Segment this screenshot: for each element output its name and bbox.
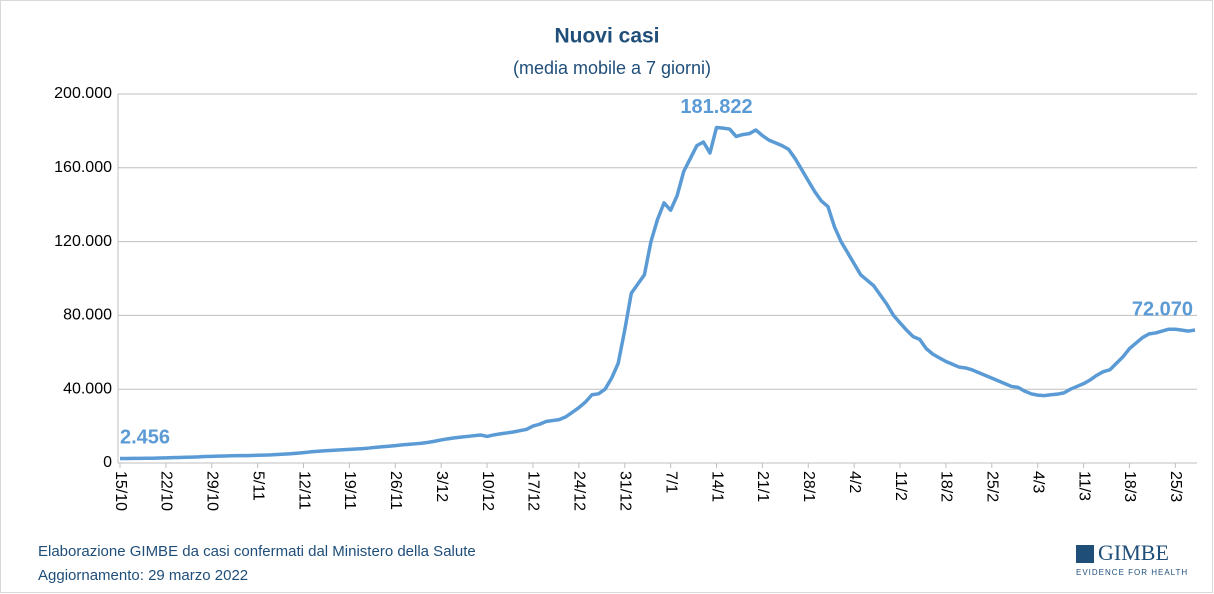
footer-update: Aggiornamento: 29 marzo 2022 (38, 567, 248, 584)
x-tick-label: 7/1 (662, 471, 679, 493)
x-tick-label: 11/2 (892, 471, 909, 501)
y-tick-label: 40.000 (63, 380, 112, 397)
y-tick-label: 200.000 (54, 85, 112, 102)
footer-source: Elaborazione GIMBE da casi confermati da… (38, 543, 476, 560)
data-label: 72.070 (1132, 298, 1193, 320)
x-tick-label: 5/11 (249, 471, 266, 501)
x-tick-label: 15/10 (112, 471, 129, 511)
x-tick-label: 14/1 (708, 471, 725, 502)
y-tick-label: 120.000 (54, 233, 112, 250)
series-line (119, 125, 1196, 461)
x-tick-label: 11/3 (1075, 471, 1092, 501)
logo-name: GIMBE (1098, 540, 1169, 565)
x-tick-label: 26/11 (387, 471, 404, 510)
x-tick-label: 25/2 (984, 471, 1001, 502)
x-tick-label: 19/11 (341, 471, 358, 510)
x-tick-label: 22/10 (158, 471, 175, 511)
x-tick-label: 17/12 (525, 471, 542, 511)
x-tick-label: 4/3 (1029, 471, 1046, 493)
logo-icon (1076, 545, 1094, 563)
data-label: 2.456 (120, 427, 170, 449)
x-tick-label: 18/3 (1121, 471, 1138, 502)
chart-title: Nuovi casi (554, 25, 659, 48)
y-tick-label: 80.000 (63, 307, 112, 324)
logo-tagline: EVIDENCE FOR HEALTH (1076, 568, 1188, 577)
x-tick-label: 25/3 (1167, 471, 1184, 502)
x-tick-label: 29/10 (204, 471, 221, 511)
x-tick-label: 3/12 (433, 471, 450, 502)
x-tick-label: 31/12 (616, 471, 633, 511)
y-tick-label: 0 (103, 454, 112, 471)
x-tick-label: 18/2 (938, 471, 955, 502)
x-tick-label: 24/12 (571, 471, 588, 511)
x-tick-label: 4/2 (846, 471, 863, 493)
x-tick-label: 21/1 (754, 471, 771, 502)
x-tick-label: 10/12 (479, 471, 496, 511)
chart-subtitle: (media mobile a 7 giorni) (513, 58, 711, 78)
x-tick-label: 12/11 (295, 471, 312, 510)
data-label: 181.822 (680, 96, 752, 118)
y-tick-label: 160.000 (54, 159, 112, 176)
x-tick-label: 28/1 (800, 471, 817, 502)
